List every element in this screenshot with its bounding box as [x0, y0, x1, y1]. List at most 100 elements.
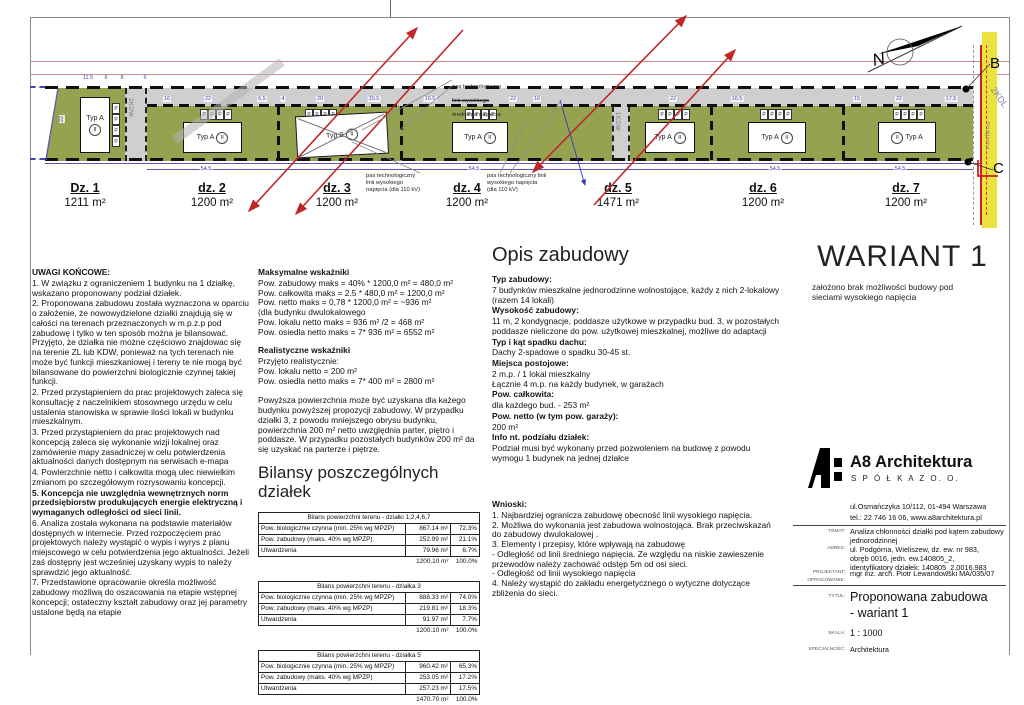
dimension-label: 15	[852, 96, 862, 102]
remark-item: 3. Przed przystąpieniem do prac projekto…	[32, 427, 229, 467]
dimension-label: 16	[532, 96, 542, 102]
dimension-label: 22	[508, 96, 518, 102]
item-text: 2 m.p. / 1 lokal mieszkalny Łącznie 4 m.…	[492, 368, 664, 389]
section-title: Maksymalne wskaźniki	[258, 267, 350, 277]
plot-boundary	[842, 106, 845, 161]
dimension-label: 54.5	[467, 166, 481, 172]
item-text: 200 m²	[492, 421, 519, 432]
firm-contact: tel.: 22 746 16 06, www.a8architektura.p…	[850, 513, 982, 522]
plot-label-5: dz. 5 1471 m²	[596, 181, 640, 209]
dimension-label: 6	[142, 75, 148, 81]
building-type-label: Typ A	[196, 134, 215, 141]
plot-label-1: Dz. 1 1211 m²	[64, 181, 106, 209]
building-type-label: Typ A	[905, 134, 923, 141]
parking-space: P	[909, 109, 917, 120]
building-type-label: Typ A	[761, 134, 779, 141]
parking-space: P	[112, 114, 120, 125]
balance-table-plots-12467: Bilans powierzchni terenu - działki 1,2,…	[258, 512, 480, 567]
conclusions-text: 1. Najbardziej ogranicza zabudowę obecno…	[492, 509, 771, 598]
variant-title: WARIANT 1	[817, 240, 988, 273]
parking-space: P	[208, 109, 216, 120]
table-row: Utwardzenia 91.97 m² 7.7%	[258, 614, 480, 627]
specjalnosc-value: Architektura	[850, 645, 889, 654]
item-label: Pow. całkowita:	[492, 389, 555, 400]
storeys-badge: II	[483, 131, 496, 144]
dimension-label: 54.5	[768, 166, 782, 172]
dimension-label: 22	[668, 96, 678, 102]
temat-value: Analiza chłonności działki pod kątem zab…	[850, 527, 1004, 546]
skala-value: 1 : 1000	[850, 628, 883, 638]
item-text: Podział musi być wykonany przed pozwolen…	[492, 443, 751, 463]
sheet-border-top	[30, 17, 1009, 18]
remark-item: 5. Koncepcja nie uwzględnia wewnętrznych…	[32, 487, 243, 517]
road-edge-red	[980, 45, 982, 225]
table-total-row: 1200.10 m² 100.0%	[416, 558, 478, 566]
parking-space: P	[473, 109, 481, 120]
building-type-label: Typ A	[86, 114, 104, 122]
dimension-label: 16.5	[730, 96, 744, 102]
item-label: Wysokość zabudowy:	[492, 305, 579, 316]
titleblock-divider	[793, 585, 1006, 586]
item-text: Dachy 2-spadowe o spadku 30-45 st.	[492, 347, 631, 358]
building-type-label: Typ A	[654, 134, 672, 141]
plot-label-6: dz. 6 1200 m²	[741, 181, 785, 209]
dimension-label: 22	[203, 96, 213, 102]
section-title: Wnioski:	[492, 499, 527, 509]
parking-space: P	[224, 109, 232, 120]
remark-item: 6. Analiza została wykonana na podstawie…	[32, 517, 249, 577]
dimension-label: 30.5	[367, 96, 381, 102]
projektant-label: PROJEKTANT:	[812, 570, 845, 575]
sheet-border-left	[30, 17, 31, 655]
road-verge	[973, 45, 982, 225]
item-label: Info nt. podziału działek:	[492, 432, 590, 443]
road-2kdw	[125, 88, 147, 161]
indicators-note: Powyższa powierzchnia może być uzyskana …	[258, 395, 475, 454]
parking-space: P	[112, 125, 120, 136]
plot-label-7: dz. 7 1200 m²	[884, 181, 928, 209]
remark-item: 2. Proponowana zabudowu została wyznaczo…	[32, 298, 249, 387]
temat-label: TEMAT:	[828, 529, 845, 534]
parking-space: P	[112, 103, 120, 114]
road-2kdw-label: 2KDW	[127, 98, 133, 118]
building-plot6: Typ A II	[748, 122, 806, 153]
remark-item: 4. Powierzchnie netto i całkowita mogą u…	[32, 467, 235, 487]
tytul-value: Proponowana zabudowa - wariant 1	[850, 590, 988, 621]
balances-heading: Bilansy poszczególnych działek	[258, 462, 439, 502]
dimension-label: 16	[162, 96, 172, 102]
fold-mark	[390, 0, 391, 17]
power-line-corridor-line	[30, 61, 1009, 62]
table-row: Pow. zabudowy (maks. 40% wg MPZP) 253.05 …	[258, 672, 480, 685]
balance-table-plot-3: Bilans powierzchni terenu - działka 3 Po…	[258, 581, 480, 636]
table-title: Bilans powierzchni terenu - działki 1,2,…	[258, 512, 480, 525]
dimension-label: 22	[894, 96, 904, 102]
building-plot5: Typ A II	[645, 122, 695, 153]
table-title: Bilans powierzchni terenu - działka 5	[258, 650, 480, 663]
annotation-high-voltage-left: pas technologiczny linii wysokiego napię…	[366, 173, 421, 193]
max-indicators: Pow. zabudowy maks = 40% * 1200,0 m² = 4…	[258, 277, 454, 337]
dimension-label: 6.5	[257, 96, 267, 102]
building-plot3: Typ B II	[294, 111, 390, 159]
dimension-label: 54.5	[893, 166, 907, 172]
table-title: Bilans powierzchni terenu - działka 3	[258, 581, 480, 594]
road-1kdw-label: 1KDW	[614, 112, 620, 132]
parking-space: P	[917, 109, 925, 120]
parking-space: P	[666, 109, 674, 120]
parking-space: P	[112, 136, 120, 147]
skala-label: SKALA:	[828, 631, 845, 636]
realistic-indicators: Przyjęto realistycznie: Pow. lokalu nett…	[258, 356, 435, 386]
parking-space: P	[658, 109, 666, 120]
dimension-label: 6	[103, 75, 109, 81]
plot-label-2: dz. 2 1200 m²	[190, 181, 234, 209]
parking-space: P	[481, 109, 489, 120]
parking-space: P	[768, 109, 776, 120]
dimension-label: 11.5	[81, 75, 95, 81]
opracowanie-label: OPRACOWANIE:	[807, 578, 845, 583]
parking-space: P	[465, 109, 473, 120]
firm-name: A8 Architektura	[850, 453, 973, 471]
conclusions-section: Wnioski: 1. Najbardziej ogranicza zabudo…	[492, 499, 782, 600]
boundary-point-c: C	[993, 160, 1004, 177]
remark-item: 7. Przedstawione opracowanie określa moż…	[32, 577, 248, 617]
street-name-label: Podgórna	[984, 122, 990, 150]
